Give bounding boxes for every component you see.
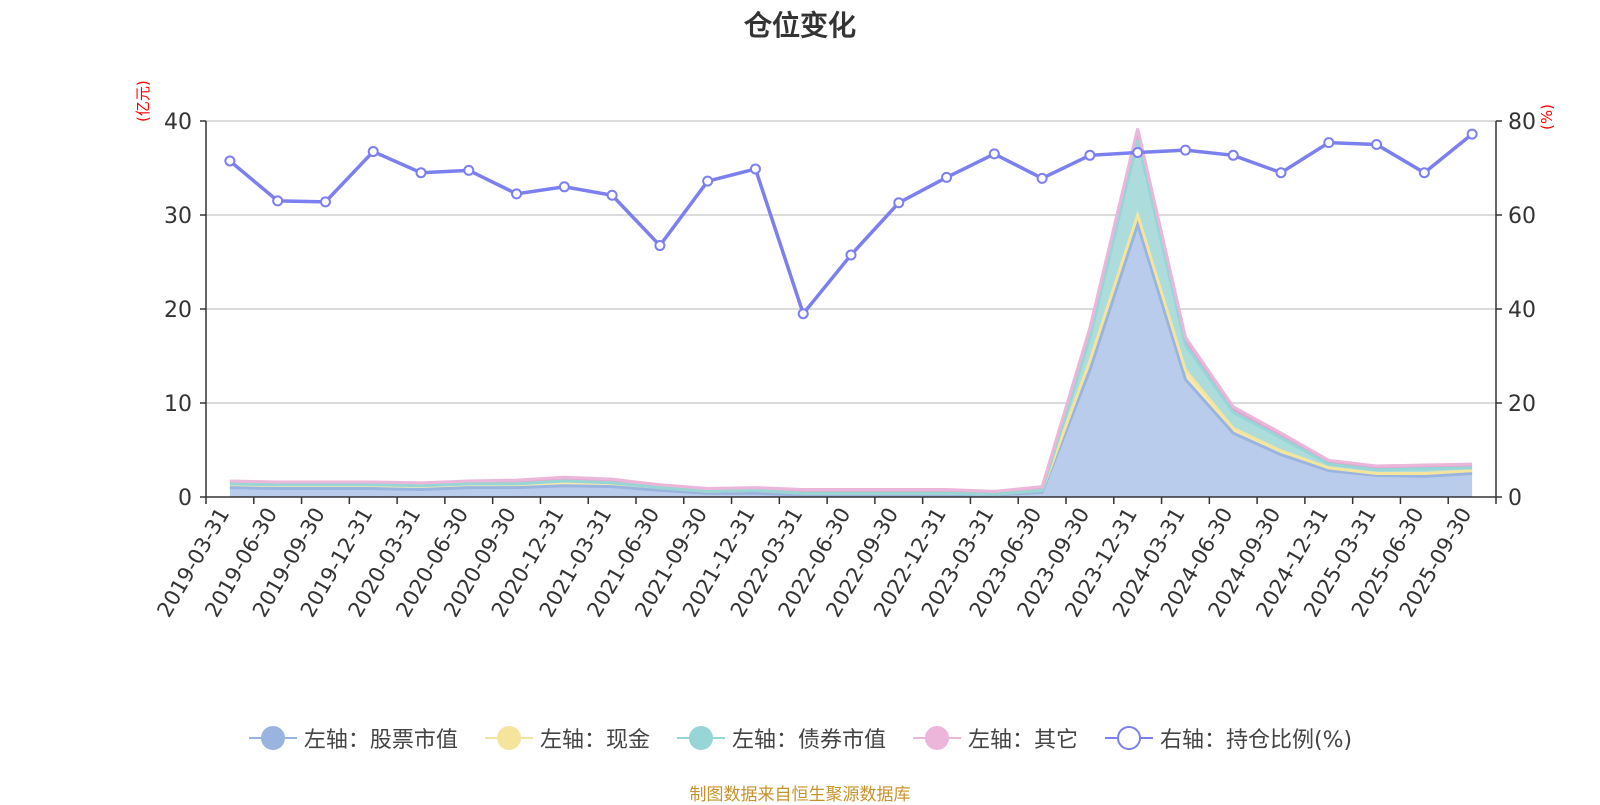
legend-marker-bond — [676, 726, 725, 750]
legend-item-bond[interactable]: 左轴：债券市值 — [676, 722, 886, 754]
right-axis-tick-label: 20 — [1508, 392, 1536, 417]
left-axis-tick-label: 30 — [164, 204, 192, 229]
area-line-左轴：股票市值 — [229, 219, 1473, 497]
legend-label-position-ratio: 右轴：持仓比例(%) — [1159, 728, 1353, 753]
left-axis-tick-label: 10 — [164, 392, 192, 417]
legend-marker-dot — [260, 726, 285, 750]
ratio-point — [511, 188, 523, 200]
ratio-point — [941, 171, 953, 183]
legend-marker-cash — [484, 726, 533, 750]
legend-marker-stock — [248, 726, 297, 750]
ratio-line — [228, 132, 1474, 318]
left-axis-tick-label: 0 — [178, 486, 192, 511]
ratio-point — [224, 155, 236, 167]
ratio-point — [1132, 146, 1144, 158]
ratio-point — [893, 197, 905, 209]
ratio-point — [1275, 167, 1287, 179]
ratio-point — [463, 164, 475, 176]
chart-legend: 左轴：股票市值 左轴：现金 左轴：债券市值 左轴：其它 右轴：持仓比例(%) — [0, 722, 1600, 754]
legend-label-bond: 左轴：债券市值 — [731, 728, 886, 753]
ratio-point — [797, 308, 809, 320]
legend-label-stock: 左轴：股票市值 — [303, 728, 458, 753]
ratio-point — [415, 167, 427, 179]
ratio-point — [1371, 139, 1383, 150]
ratio-point — [749, 163, 761, 175]
right-axis-tick-label: 60 — [1508, 204, 1536, 229]
legend-item-position-ratio[interactable]: 右轴：持仓比例(%) — [1104, 722, 1352, 754]
area-line-左轴：债券市值 — [229, 139, 1473, 496]
legend-marker-dot — [496, 726, 521, 750]
ratio-point — [367, 146, 379, 158]
left-axis-tick-label: 20 — [164, 298, 192, 323]
ratio-point — [558, 181, 570, 193]
data-source-note: 制图数据来自恒生聚源数据库 — [689, 785, 911, 805]
legend-marker-dot — [1116, 726, 1141, 750]
legend-label-cash: 左轴：现金 — [539, 728, 650, 753]
ratio-point — [1227, 149, 1239, 161]
ratio-point — [1036, 172, 1048, 184]
legend-item-stock[interactable]: 左轴：股票市值 — [248, 722, 458, 754]
legend-item-cash[interactable]: 左轴：现金 — [484, 722, 650, 754]
ratio-point — [654, 240, 666, 252]
legend-marker-position-ratio — [1104, 726, 1153, 750]
legend-label-other: 左轴：其它 — [967, 728, 1078, 753]
right-axis-tick-label: 0 — [1508, 486, 1522, 511]
ratio-point — [272, 195, 284, 207]
legend-item-other[interactable]: 左轴：其它 — [912, 722, 1078, 754]
ratio-point — [1418, 167, 1430, 179]
ratio-point — [319, 196, 331, 208]
right-axis-tick-label: 40 — [1508, 298, 1536, 323]
chart-title: 仓位变化 — [743, 9, 856, 42]
ratio-point — [845, 249, 857, 261]
legend-marker-dot — [688, 726, 713, 750]
area-line-左轴：其它 — [229, 128, 1473, 493]
ratio-point — [1084, 149, 1096, 161]
ratio-point — [1466, 128, 1478, 140]
left-axis-tick-label: 40 — [164, 110, 192, 135]
ratio-point — [1323, 137, 1335, 149]
ratio-point — [988, 148, 1000, 160]
ratio-point — [702, 175, 714, 187]
legend-marker-other — [912, 726, 961, 750]
legend-marker-dot — [924, 726, 949, 750]
ratio-point — [606, 189, 618, 201]
ratio-point — [1179, 144, 1191, 156]
area-左轴：股票市值 — [229, 224, 1473, 497]
right-axis-tick-label: 80 — [1508, 110, 1536, 135]
